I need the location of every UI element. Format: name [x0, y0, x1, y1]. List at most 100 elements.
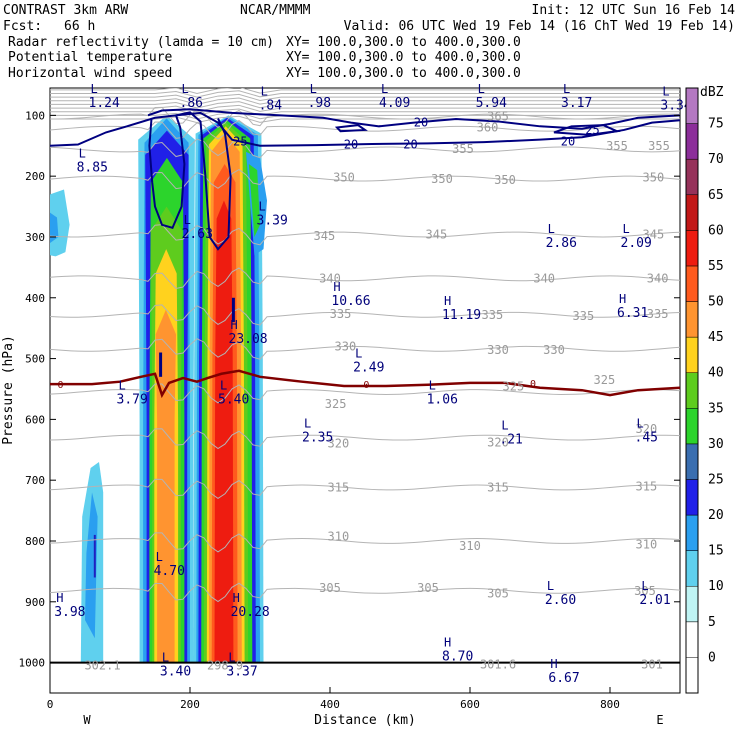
colorbar-label: 30 [708, 437, 724, 452]
theta-label: 310 [636, 538, 658, 552]
y-tick-label: 400 [25, 292, 45, 305]
wind-contour-25-east [553, 124, 621, 136]
max-min-value: 2.09 [621, 236, 652, 251]
theta-label: 310 [459, 539, 481, 553]
max-min-type: L [501, 418, 508, 432]
theta-label: 355 [606, 139, 628, 153]
max-min-type: L [381, 82, 388, 96]
x-tick-label: 600 [460, 698, 480, 711]
theta-label: 305 [417, 581, 439, 595]
colorbar-label: 20 [708, 508, 724, 523]
theta-contour-355 [50, 138, 680, 159]
colorbar-swatch-55 [685, 230, 699, 267]
x-tick-label: 0 [47, 698, 54, 711]
max-min-value: 11.19 [442, 308, 481, 323]
wind-contour-25-mid [334, 124, 368, 133]
theta-contour-345 [50, 224, 680, 246]
max-min-type: H [444, 636, 451, 650]
colorbar-label: 75 [708, 117, 724, 132]
theta-label: 365 [487, 110, 509, 124]
x-tick-label: 800 [600, 698, 620, 711]
colorbar-swatch-40 [685, 336, 699, 373]
max-min-value: 2.60 [545, 593, 576, 608]
colorbar-label: 0 [708, 650, 716, 665]
theta-label: 340 [533, 271, 555, 285]
y-tick-label: 100 [25, 109, 45, 122]
max-min-value: 3.34 [660, 99, 691, 114]
reflectivity-cell-west-low-core [85, 492, 98, 639]
colorbar-label: 25 [708, 472, 724, 487]
theta-label: 350 [643, 170, 665, 184]
max-min-type: L [220, 378, 227, 392]
y-tick-label: 500 [25, 353, 45, 366]
max-min-type: L [547, 579, 554, 593]
colorbar-swatch-10 [685, 550, 699, 587]
theta-contour-upper [50, 88, 680, 94]
theta-contour-upper [50, 90, 680, 98]
upper-theta-band [50, 88, 680, 124]
colorbar-swatch-45 [685, 301, 699, 338]
max-min-type: L [641, 579, 648, 593]
theta-label: 301.6 [480, 657, 516, 671]
theta-label: 350 [333, 170, 355, 184]
theta-label: 340 [319, 271, 341, 285]
y-tick-label: 700 [25, 474, 45, 487]
colorbar-swatch-15 [685, 514, 699, 551]
y-tick-label: 600 [25, 413, 45, 426]
max-min-type: L [162, 651, 169, 665]
theta-contour-325 [50, 383, 680, 404]
field-name-reflectivity: Radar reflectivity (lamda = 10 cm) [8, 35, 274, 50]
max-min-value: 2.49 [353, 361, 384, 376]
fcst-label: Fcst: [3, 19, 42, 34]
theta-contour-upper [50, 108, 680, 116]
wind-contour-plume [148, 111, 232, 251]
theta-label: 305 [487, 586, 509, 600]
theta-contour-340 [50, 267, 680, 290]
theta-label: 305 [634, 584, 656, 598]
theta-label: 350 [494, 173, 516, 187]
freezing-label: 0 [57, 380, 63, 391]
max-min-type: L [259, 200, 266, 214]
theta-label: 330 [487, 343, 509, 357]
max-min-value: 20.28 [231, 605, 270, 620]
max-min-type: H [333, 280, 340, 294]
colorbar-swatch-5 [685, 585, 699, 623]
reflectivity-column-1-45 [155, 309, 176, 663]
west-label: W [83, 713, 91, 727]
max-min-value: 5.94 [476, 96, 507, 111]
theta-label: 325 [325, 397, 347, 411]
wind-label: 20 [403, 138, 417, 152]
theta-contour-330 [50, 338, 680, 360]
wind-label: 25 [585, 123, 599, 137]
max-min-value: 3.39 [257, 214, 288, 229]
max-min-type: L [623, 222, 630, 236]
colorbar-label: 15 [708, 544, 724, 559]
colorbar-swatch-50 [685, 265, 699, 302]
max-min-value: 3.79 [117, 392, 148, 407]
max-min-type: L [184, 213, 191, 227]
max-min-value: 1.24 [89, 96, 120, 111]
theta-label: 298.9 [207, 659, 243, 673]
colorbar-swatch-20 [685, 479, 699, 516]
colorbar-swatch-60 [685, 194, 699, 231]
theta-contour-upper [50, 93, 680, 102]
max-min-type: L [304, 417, 311, 431]
y-tick-label: 1000 [19, 657, 46, 670]
theta-contour-335 [50, 304, 680, 326]
max-min-value: 4.70 [154, 564, 185, 579]
max-min-value: 2.86 [546, 236, 577, 251]
y-tick-label: 300 [25, 231, 45, 244]
freezing-label: 0 [530, 379, 536, 390]
colorbar-swatch-75 [685, 87, 699, 124]
center-label: NCAR/MMMM [240, 3, 311, 18]
theta-label: 355 [648, 139, 670, 153]
field-xy-wind: XY= 100.0,300.0 to 400.0,300.0 [286, 66, 521, 81]
theta-contour-320 [50, 428, 680, 450]
theta-contour-upper [50, 97, 680, 105]
max-min-value: 23.08 [229, 332, 268, 347]
colorbar-swatch-65 [685, 158, 699, 196]
colorbar-label: 50 [708, 295, 724, 310]
theta-contour-315 [50, 478, 680, 500]
max-min-type: L [637, 417, 644, 431]
max-min-type: H [233, 591, 240, 605]
